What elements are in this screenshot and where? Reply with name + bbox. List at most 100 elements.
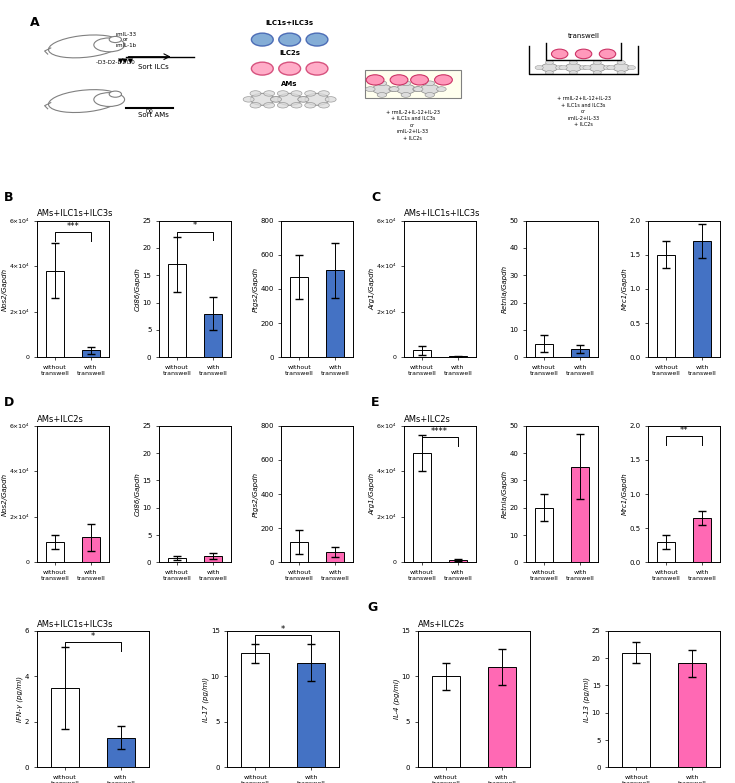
Y-axis label: Ptgs2/Gapdh: Ptgs2/Gapdh bbox=[253, 471, 259, 517]
Circle shape bbox=[617, 70, 625, 74]
Circle shape bbox=[413, 87, 423, 92]
Text: AMs+ILC1s+ILC3s: AMs+ILC1s+ILC3s bbox=[37, 619, 113, 629]
Ellipse shape bbox=[94, 38, 125, 52]
Circle shape bbox=[318, 103, 329, 108]
Text: ▼▼▼: ▼▼▼ bbox=[118, 59, 134, 64]
Bar bbox=[693, 518, 711, 562]
Ellipse shape bbox=[49, 35, 121, 58]
Text: transwell: transwell bbox=[567, 33, 600, 39]
Circle shape bbox=[305, 91, 315, 96]
Circle shape bbox=[377, 81, 387, 85]
Text: ILC1s+ILC3s: ILC1s+ILC3s bbox=[265, 20, 314, 26]
Circle shape bbox=[277, 91, 288, 96]
Ellipse shape bbox=[599, 49, 616, 59]
Circle shape bbox=[264, 103, 275, 108]
Ellipse shape bbox=[576, 49, 592, 59]
Bar bbox=[657, 254, 675, 357]
Circle shape bbox=[264, 91, 275, 96]
Bar bbox=[448, 560, 467, 562]
Circle shape bbox=[425, 92, 434, 97]
Circle shape bbox=[325, 96, 336, 102]
Bar bbox=[657, 542, 675, 562]
Bar bbox=[290, 542, 309, 562]
Circle shape bbox=[270, 96, 282, 102]
Circle shape bbox=[583, 66, 591, 70]
Ellipse shape bbox=[94, 92, 125, 106]
Ellipse shape bbox=[411, 74, 429, 85]
Bar bbox=[204, 314, 222, 357]
Text: rmIL-33
or
rmIL-1b: rmIL-33 or rmIL-1b bbox=[115, 31, 136, 48]
Bar bbox=[46, 542, 64, 562]
Text: AMs+ILC2s: AMs+ILC2s bbox=[404, 414, 451, 424]
Bar bbox=[571, 467, 589, 562]
Text: *: * bbox=[282, 625, 285, 634]
Text: D: D bbox=[4, 396, 15, 410]
Text: **: ** bbox=[680, 426, 689, 435]
Circle shape bbox=[425, 81, 434, 85]
Circle shape bbox=[390, 87, 399, 92]
Ellipse shape bbox=[110, 91, 121, 97]
Circle shape bbox=[437, 87, 446, 92]
Bar bbox=[571, 349, 589, 357]
Bar bbox=[431, 677, 460, 767]
Bar bbox=[46, 271, 64, 357]
Circle shape bbox=[607, 66, 615, 70]
Ellipse shape bbox=[306, 33, 328, 46]
Circle shape bbox=[569, 70, 578, 74]
Bar bbox=[326, 270, 344, 357]
Circle shape bbox=[545, 60, 553, 64]
Bar bbox=[535, 344, 553, 357]
Bar bbox=[326, 552, 344, 562]
Circle shape bbox=[291, 91, 302, 96]
Ellipse shape bbox=[306, 62, 328, 75]
Circle shape bbox=[377, 92, 387, 97]
Y-axis label: Retnla/Gapdh: Retnla/Gapdh bbox=[502, 470, 508, 518]
Ellipse shape bbox=[373, 85, 392, 94]
Bar bbox=[297, 662, 326, 767]
Text: G: G bbox=[368, 601, 378, 615]
Circle shape bbox=[535, 66, 543, 70]
Bar bbox=[82, 537, 100, 562]
Text: ****: **** bbox=[431, 427, 448, 436]
Ellipse shape bbox=[551, 49, 568, 59]
Ellipse shape bbox=[366, 74, 384, 85]
Bar bbox=[82, 351, 100, 357]
Y-axis label: Retnla/Gapdh: Retnla/Gapdh bbox=[502, 265, 508, 313]
Bar bbox=[107, 738, 135, 767]
Ellipse shape bbox=[279, 62, 301, 75]
Circle shape bbox=[401, 92, 411, 97]
Text: D0: D0 bbox=[146, 109, 154, 114]
Y-axis label: Cd86/Gapdh: Cd86/Gapdh bbox=[135, 472, 141, 516]
Ellipse shape bbox=[278, 93, 301, 106]
Circle shape bbox=[401, 81, 411, 85]
Bar bbox=[290, 277, 309, 357]
Text: -D3-D2-D1 D0: -D3-D2-D1 D0 bbox=[96, 60, 135, 65]
Circle shape bbox=[318, 91, 329, 96]
Circle shape bbox=[243, 96, 254, 102]
Text: A: A bbox=[30, 16, 40, 29]
Y-axis label: Ptgs2/Gapdh: Ptgs2/Gapdh bbox=[253, 266, 259, 312]
Bar bbox=[168, 265, 186, 357]
Ellipse shape bbox=[305, 93, 329, 106]
Text: B: B bbox=[4, 191, 14, 204]
Text: AMs+ILC1s+ILC3s: AMs+ILC1s+ILC3s bbox=[404, 210, 480, 218]
Circle shape bbox=[291, 103, 302, 108]
Circle shape bbox=[298, 96, 309, 102]
Bar bbox=[535, 507, 553, 562]
Y-axis label: Nos2/Gapdh: Nos2/Gapdh bbox=[2, 268, 8, 311]
Ellipse shape bbox=[589, 63, 606, 72]
Circle shape bbox=[389, 87, 398, 92]
Text: C: C bbox=[371, 191, 381, 204]
Text: *: * bbox=[90, 632, 95, 640]
Ellipse shape bbox=[434, 74, 452, 85]
Bar bbox=[678, 663, 706, 767]
Circle shape bbox=[250, 103, 261, 108]
Bar bbox=[168, 558, 186, 562]
Bar bbox=[448, 356, 467, 357]
Text: AMs: AMs bbox=[282, 81, 298, 87]
Circle shape bbox=[365, 87, 375, 92]
Ellipse shape bbox=[251, 62, 273, 75]
Text: E: E bbox=[371, 396, 380, 410]
Circle shape bbox=[617, 60, 625, 64]
Circle shape bbox=[270, 96, 282, 102]
